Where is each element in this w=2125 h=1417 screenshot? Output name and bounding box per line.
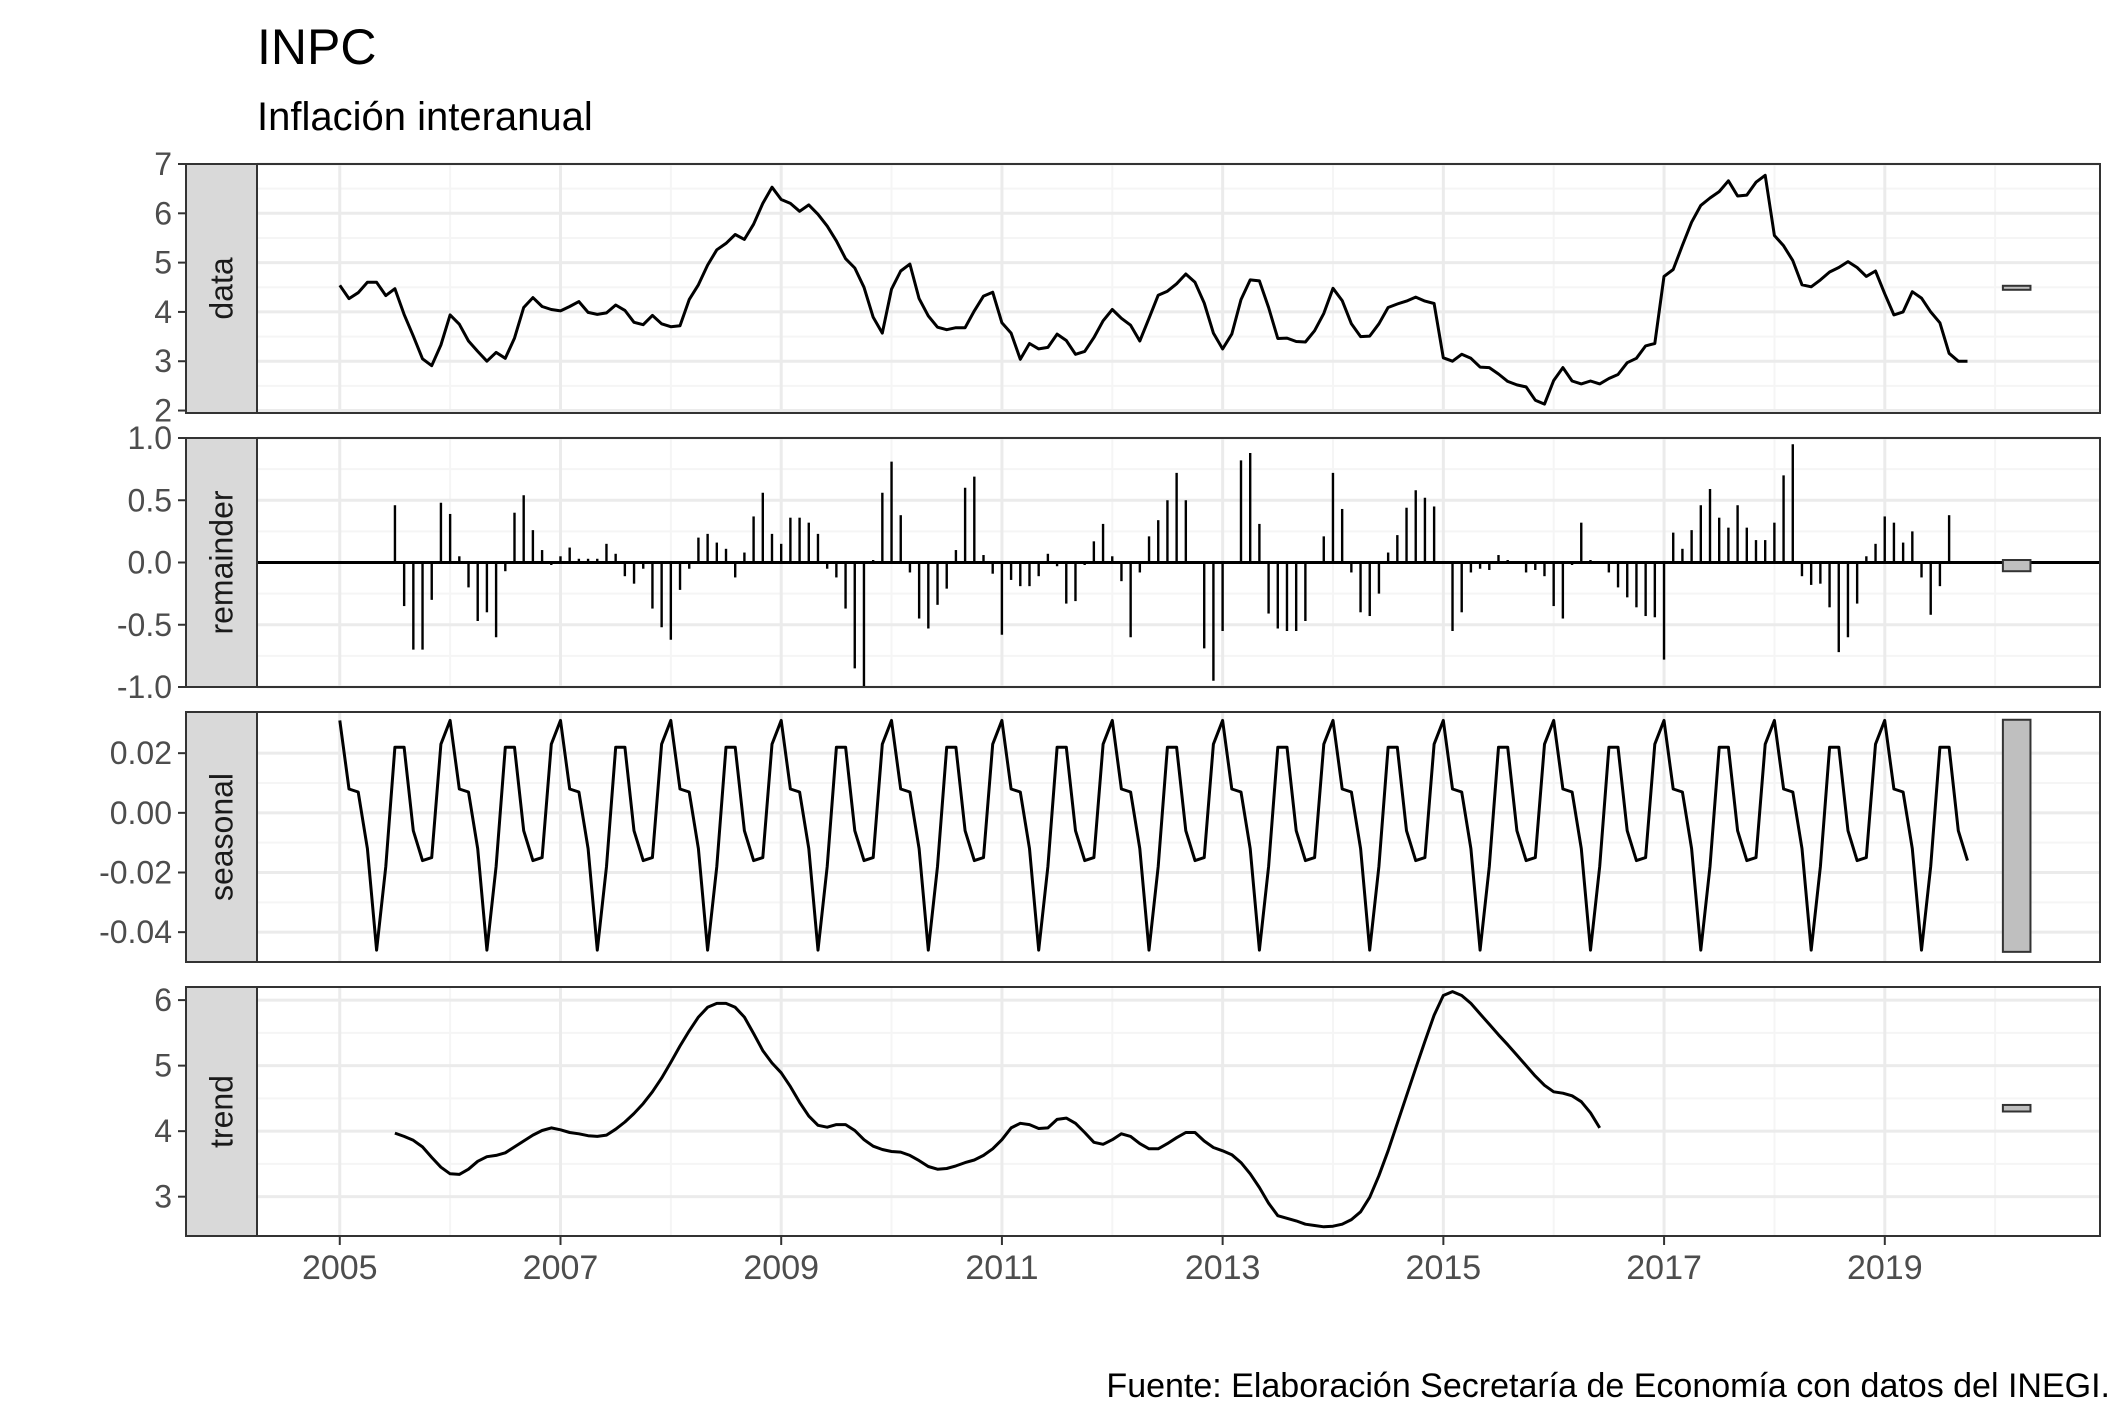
chart-title: INPC	[257, 19, 376, 75]
y-tick-label: 0.5	[128, 482, 172, 518]
x-tick-label: 2017	[1626, 1249, 1702, 1287]
y-tick-label: -0.04	[99, 914, 172, 950]
y-tick-label: 6	[154, 195, 172, 231]
y-tick-label: 2	[154, 393, 172, 429]
strip-trend	[185, 986, 258, 1237]
y-tick-label: -1.0	[117, 669, 172, 705]
strip-label: remainder	[204, 490, 240, 634]
y-tick-label: 4	[154, 1113, 172, 1149]
y-tick-label: -0.02	[99, 855, 172, 891]
stl-panels: 2 3 4 5 6 7 data -1.0 -0.5 0.0 0.5 1.0 remainder -0.0…	[99, 146, 2101, 1237]
range-bar	[2001, 284, 2032, 291]
panel-remainder: -1.0 -0.5 0.0 0.5 1.0 remainder	[117, 420, 2101, 705]
x-tick-label: 2015	[1406, 1249, 1482, 1287]
strip-label: seasonal	[204, 773, 240, 901]
x-tick-label: 2009	[743, 1249, 819, 1287]
strip-data	[185, 163, 258, 414]
panel-border	[256, 163, 2101, 414]
panel-border	[256, 986, 2101, 1237]
strip-seasonal	[185, 711, 258, 963]
y-tick-label: 0.0	[128, 545, 172, 581]
y-tick-label: 3	[154, 343, 172, 379]
panel-background	[257, 164, 2100, 413]
y-tick-label: 5	[154, 245, 172, 281]
x-tick-label: 2013	[1185, 1249, 1261, 1287]
strip-remainder	[185, 437, 258, 688]
panel-background	[257, 987, 2100, 1236]
range-bar	[2001, 1103, 2032, 1113]
range-bar	[2001, 718, 2032, 953]
strip-label: trend	[204, 1075, 240, 1148]
panel-trend: 3 4 5 6 trend	[154, 982, 2101, 1237]
y-tick-label: 5	[154, 1048, 172, 1084]
chart-caption: Fuente: Elaboración Secretaría de Econom…	[1106, 1367, 2110, 1405]
x-tick-label: 2019	[1847, 1249, 1923, 1287]
y-tick-label: 6	[154, 982, 172, 1018]
x-tick-label: 2011	[965, 1249, 1038, 1287]
y-tick-label: 3	[154, 1179, 172, 1215]
y-tick-label: 1.0	[128, 420, 172, 456]
panel-seasonal: -0.04 -0.02 0.00 0.02 seasonal	[99, 711, 2101, 963]
trend-series-line	[394, 990, 1601, 1229]
y-tick-label: 4	[154, 294, 172, 330]
panel-data: 2 3 4 5 6 7 data	[154, 146, 2101, 429]
panel-border	[256, 711, 2101, 963]
panel-border	[256, 437, 2101, 688]
y-tick-label: 7	[154, 146, 172, 182]
x-tick-label: 2007	[523, 1249, 599, 1287]
data-series-line	[338, 173, 1968, 406]
chart-subtitle: Inflación interanual	[257, 95, 593, 139]
x-axis: 2005 2007 2009 2011 2013 2015 2017 2019	[302, 1236, 1923, 1287]
range-bar	[2001, 559, 2032, 573]
y-tick-label: 0.00	[110, 795, 172, 831]
seasonal-series-line	[338, 718, 1969, 952]
y-tick-label: -0.5	[117, 607, 172, 643]
y-tick-label: 0.02	[110, 735, 172, 771]
x-tick-label: 2005	[302, 1249, 378, 1287]
strip-label: data	[204, 257, 240, 319]
